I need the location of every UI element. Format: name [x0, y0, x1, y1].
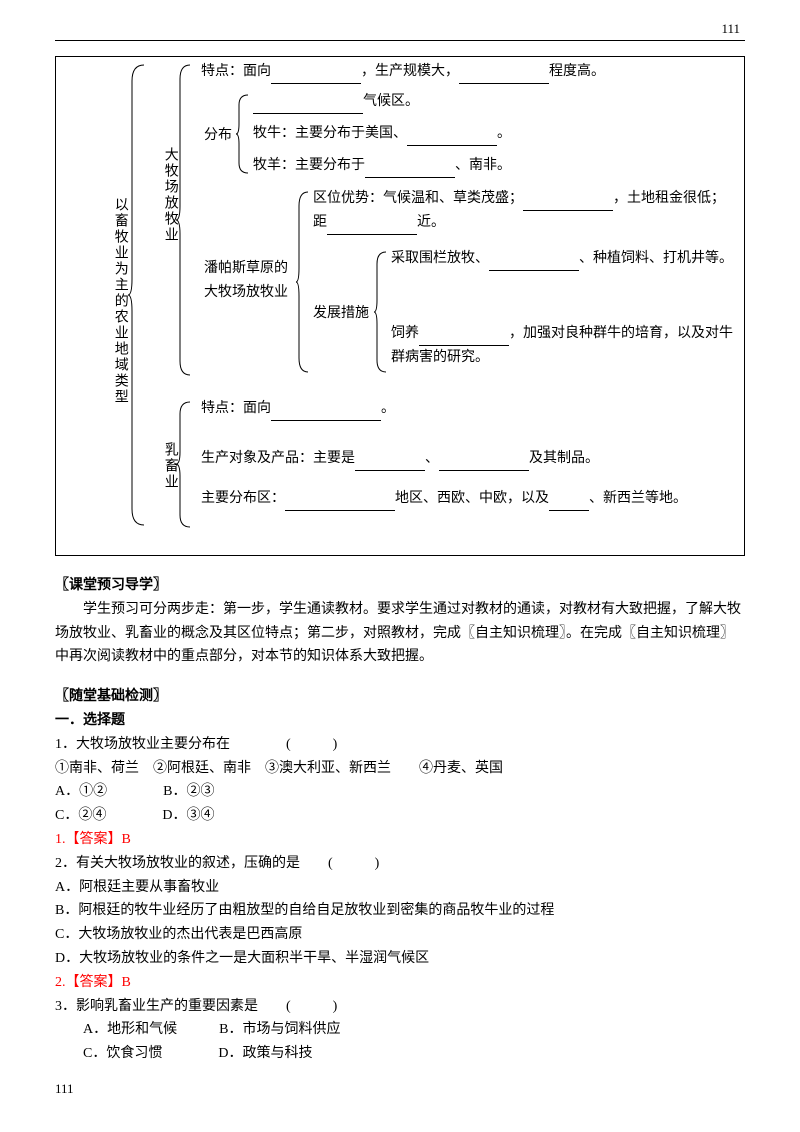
- brace-b2: [176, 402, 192, 527]
- q1-opts: ①南非、荷兰 ②阿根廷、南非 ③澳大利亚、新西兰 ④丹麦、英国: [55, 757, 745, 781]
- q1-answer: 1.【答案】B: [55, 828, 745, 852]
- dist-a: 气候区。: [253, 90, 419, 114]
- q2-a: A．阿根廷主要从事畜牧业: [55, 876, 745, 900]
- brace-pampas: [296, 192, 310, 372]
- line-products: 生产对象及产品：主要是、及其制品。: [201, 447, 734, 471]
- section2-title: 〖随堂基础检测〗: [55, 685, 745, 709]
- line-feature1: 特点：面向，生产规模大，程度高。: [201, 60, 734, 84]
- q2: 2．有关大牧场放牧业的叙述，压确的是 ( ) A．阿根廷主要从事畜牧业 B．阿根…: [55, 852, 745, 995]
- brace-root: [128, 65, 146, 525]
- brace-dev: [374, 252, 388, 372]
- dist-title: 分布: [204, 124, 232, 148]
- pampas-title: 潘帕斯草原的大牧场放牧业: [204, 257, 294, 305]
- page-number-bottom: 111: [55, 1078, 745, 1100]
- line-regions: 主要分布区：地区、西欧、中欧，以及、新西兰等地。: [201, 487, 734, 511]
- line-feature2: 特点：面向。: [201, 397, 395, 421]
- q1-stem: 1．大牧场放牧业主要分布在 ( ): [55, 733, 745, 757]
- q2-d: D．大牧场放牧业的条件之一是大面积半干旱、半湿润气候区: [55, 947, 745, 971]
- dev-title: 发展措施: [313, 302, 369, 326]
- q3-stem: 3．影响乳畜业生产的重要因素是 ( ): [55, 995, 745, 1019]
- page-number-top: 111: [55, 18, 745, 41]
- dev-a: 采取围栏放牧、、种植饲料、打机井等。: [391, 247, 734, 271]
- dev-b: 饲养，加强对良种群牛的培育，以及对牛群病害的研究。: [391, 322, 734, 370]
- q3-row2: C．饮食习惯 D．政策与科技: [55, 1042, 745, 1066]
- q2-answer: 2.【答案】B: [55, 971, 745, 995]
- q2-c: C．大牧场放牧业的杰出代表是巴西高原: [55, 923, 745, 947]
- dist-c: 牧羊：主要分布于、南非。: [253, 154, 511, 178]
- q1: 1．大牧场放牧业主要分布在 ( ) ①南非、荷兰 ②阿根廷、南非 ③澳大利亚、新…: [55, 733, 745, 852]
- q1-row2: C．②④ D．③④: [55, 804, 745, 828]
- q2-b: B．阿根廷的牧牛业经历了由粗放型的自给自足放牧业到密集的商品牧牛业的过程: [55, 899, 745, 923]
- q3-row1: A．地形和气候 B．市场与饲料供应: [55, 1018, 745, 1042]
- section2-sub: 一．选择题: [55, 709, 745, 733]
- q3: 3．影响乳畜业生产的重要因素是 ( ) A．地形和气候 B．市场与饲料供应 C．…: [55, 995, 745, 1066]
- q2-stem: 2．有关大牧场放牧业的叙述，压确的是 ( ): [55, 852, 745, 876]
- advantage: 区位优势：气候温和、草类茂盛；，土地租金很低；距近。: [313, 187, 734, 235]
- q1-row1: A．①② B．②③: [55, 780, 745, 804]
- section1-body: 学生预习可分两步走：第一步，学生通读教材。要求学生通过对教材的通读，对教材有大致…: [55, 598, 745, 669]
- brace-b1: [176, 65, 192, 375]
- dist-b: 牧牛：主要分布于美国、。: [253, 122, 511, 146]
- diagram-container: 以畜牧业为主的农业地域类型 大牧场放牧业 乳畜业 特点：面向，生产规模大，程度高…: [55, 56, 745, 556]
- brace-dist: [236, 95, 250, 173]
- section1-title: 〖课堂预习导学〗: [55, 574, 745, 598]
